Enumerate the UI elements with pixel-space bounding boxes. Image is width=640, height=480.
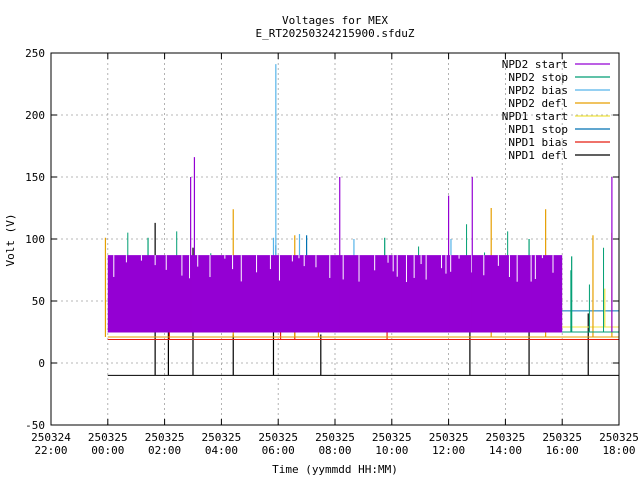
series-mark [107,255,563,332]
chart-title: Voltages for MEX [282,14,388,27]
legend-label: NPD1 start [502,110,568,123]
y-tick-label: 50 [32,295,45,308]
x-tick-time-label: 18:00 [602,444,635,457]
y-axis-label: Volt (V) [4,214,17,267]
x-tick-date-label: 250325 [145,431,185,444]
y-tick-label: 150 [25,171,45,184]
x-tick-time-label: 02:00 [148,444,181,457]
x-tick-date-label: 250325 [599,431,639,444]
x-tick-date-label: 250325 [202,431,242,444]
legend-label: NPD1 stop [508,123,568,136]
x-tick-date-label: 250325 [315,431,355,444]
x-tick-time-label: 14:00 [489,444,522,457]
x-tick-date-label: 250325 [88,431,128,444]
y-tick-label: 100 [25,233,45,246]
legend-label: NPD2 start [502,58,568,71]
x-tick-date-label: 250325 [429,431,469,444]
legend-label: NPD2 stop [508,71,568,84]
x-tick-date-label: 250325 [258,431,298,444]
x-tick-time-label: 12:00 [432,444,465,457]
legend-label: NPD2 bias [508,84,568,97]
x-tick-date-label: 250325 [542,431,582,444]
x-tick-time-label: 10:00 [375,444,408,457]
series-npd2-start [107,157,613,333]
axis-ticks: -5005010015020025025032422:0025032500:00… [25,47,639,457]
y-tick-label: 250 [25,47,45,60]
legend-label: NPD1 bias [508,136,568,149]
x-tick-time-label: 04:00 [205,444,238,457]
legend-label: NPD1 defl [508,149,568,162]
x-tick-time-label: 22:00 [34,444,67,457]
x-tick-time-label: 16:00 [546,444,579,457]
y-tick-label: 200 [25,109,45,122]
x-tick-time-label: 00:00 [91,444,124,457]
x-tick-date-label: 250325 [486,431,526,444]
x-tick-date-label: 250324 [31,431,71,444]
x-tick-date-label: 250325 [372,431,412,444]
x-tick-time-label: 06:00 [262,444,295,457]
x-axis-label: Time (yymmdd HH:MM) [272,463,398,476]
y-tick-label: -50 [25,419,45,432]
legend-label: NPD2 defl [508,97,568,110]
chart-subtitle: E_RT20250324215900.sfduZ [256,27,415,40]
plot-area [104,64,619,376]
x-tick-time-label: 08:00 [318,444,351,457]
y-tick-label: 0 [38,357,45,370]
